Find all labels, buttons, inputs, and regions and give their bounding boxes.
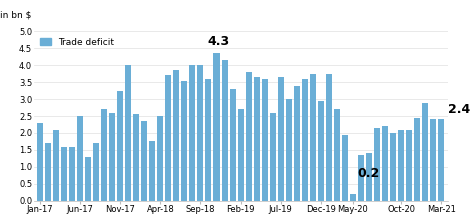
Bar: [334, 109, 340, 201]
Text: 0.2: 0.2: [358, 167, 380, 180]
Bar: [77, 116, 83, 201]
Text: in bn $: in bn $: [0, 11, 32, 20]
Bar: [237, 109, 244, 201]
Bar: [350, 194, 356, 201]
Bar: [374, 128, 380, 201]
Bar: [342, 135, 348, 201]
Bar: [85, 157, 91, 201]
Bar: [278, 77, 284, 201]
Bar: [310, 74, 316, 201]
Bar: [366, 153, 372, 201]
Bar: [213, 53, 219, 201]
Bar: [302, 79, 308, 201]
Bar: [246, 72, 252, 201]
Bar: [165, 75, 172, 201]
Bar: [414, 118, 420, 201]
Bar: [270, 113, 276, 201]
Bar: [190, 65, 195, 201]
Bar: [229, 89, 236, 201]
Bar: [254, 77, 260, 201]
Bar: [69, 146, 75, 201]
Bar: [182, 80, 187, 201]
Bar: [173, 70, 179, 201]
Bar: [318, 101, 324, 201]
Bar: [117, 91, 123, 201]
Bar: [221, 60, 228, 201]
Bar: [141, 121, 147, 201]
Bar: [390, 133, 396, 201]
Bar: [422, 102, 428, 201]
Bar: [109, 113, 115, 201]
Bar: [382, 126, 388, 201]
Bar: [406, 129, 412, 201]
Bar: [45, 143, 51, 201]
Bar: [101, 109, 107, 201]
Bar: [430, 119, 436, 201]
Bar: [286, 99, 292, 201]
Bar: [53, 129, 59, 201]
Legend: Trade deficit: Trade deficit: [38, 36, 116, 49]
Bar: [37, 123, 43, 201]
Bar: [133, 114, 139, 201]
Bar: [125, 65, 131, 201]
Bar: [61, 146, 67, 201]
Bar: [205, 79, 211, 201]
Bar: [198, 65, 203, 201]
Bar: [294, 86, 300, 201]
Text: 2.4: 2.4: [447, 103, 470, 116]
Bar: [262, 79, 268, 201]
Bar: [358, 155, 364, 201]
Bar: [157, 116, 164, 201]
Text: 4.3: 4.3: [208, 35, 230, 48]
Bar: [438, 119, 444, 201]
Bar: [93, 143, 99, 201]
Bar: [326, 74, 332, 201]
Bar: [398, 129, 404, 201]
Bar: [149, 141, 155, 201]
